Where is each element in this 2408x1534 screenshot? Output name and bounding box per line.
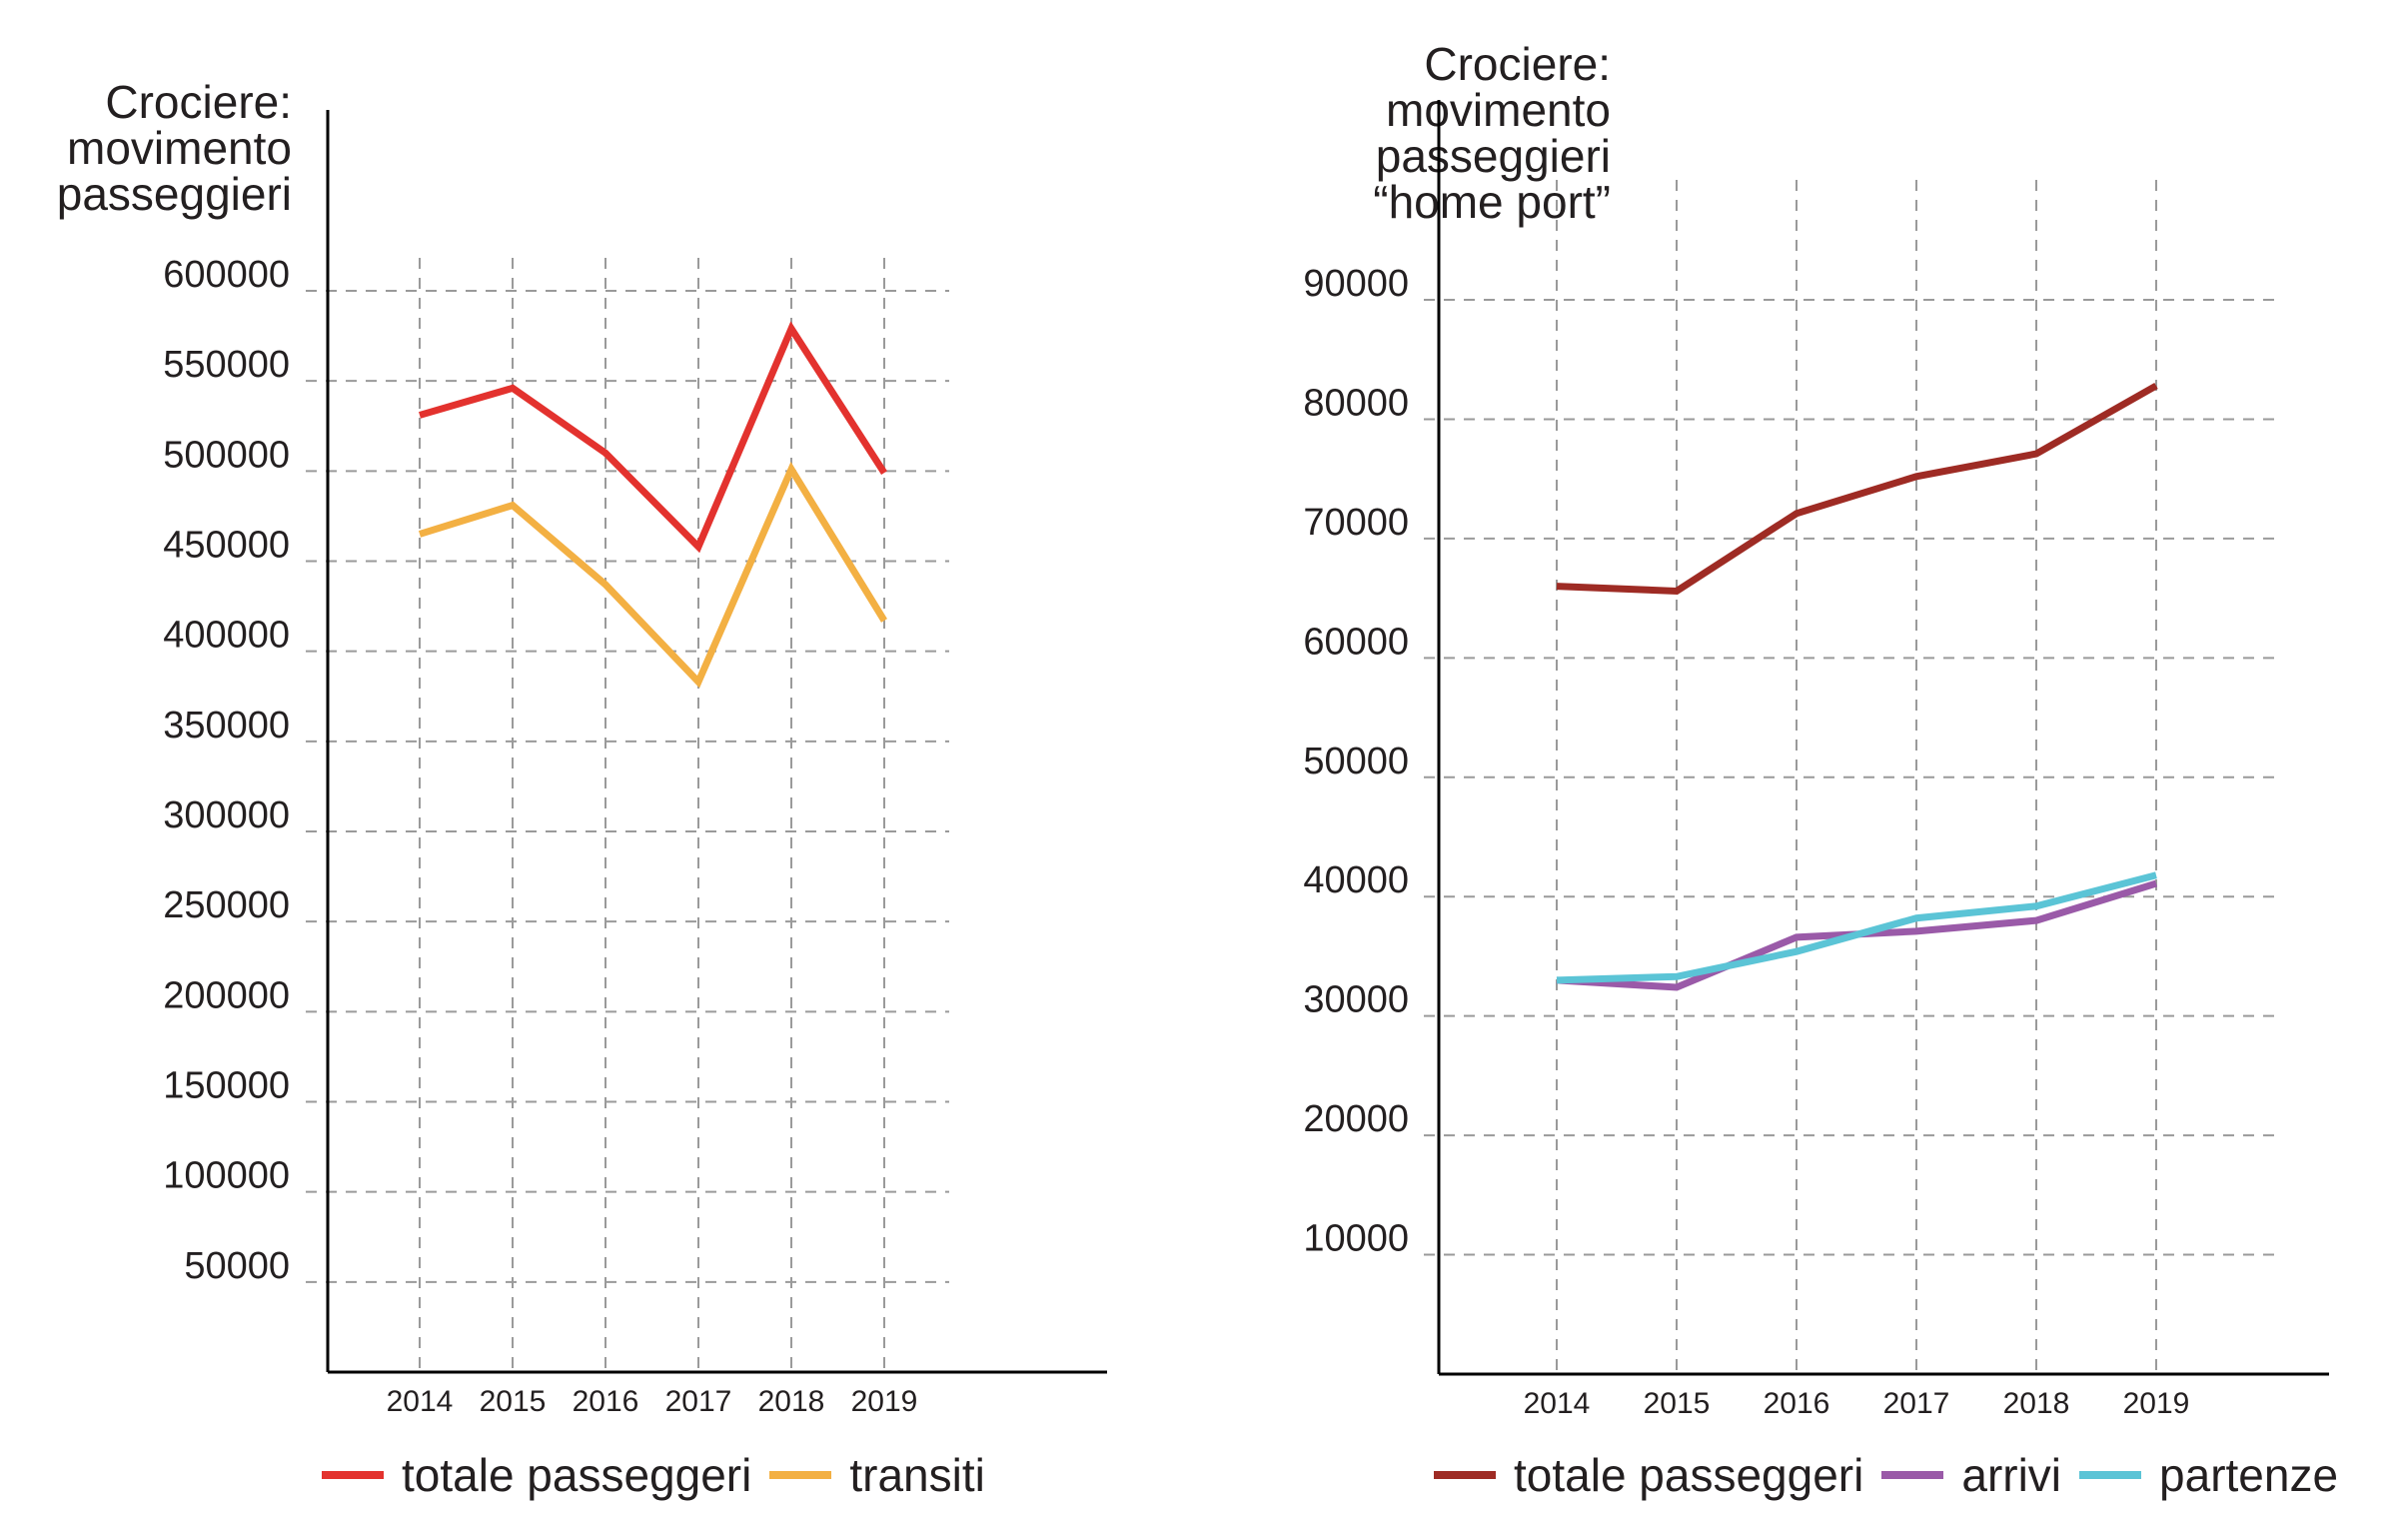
x-tick-label: 2019 <box>851 1385 918 1418</box>
legend-swatch <box>322 1471 384 1479</box>
y-tick-label: 150000 <box>163 1065 290 1107</box>
y-tick-label: 200000 <box>163 974 290 1016</box>
y-tick-label: 20000 <box>1303 1098 1409 1140</box>
x-tick-label: 2016 <box>573 1385 639 1418</box>
y-tick-label: 30000 <box>1303 979 1409 1021</box>
series-line-partenze <box>1556 871 2157 984</box>
x-tick-label: 2018 <box>2003 1387 2070 1420</box>
legend-swatch <box>769 1471 832 1479</box>
x-tick-label: 2015 <box>480 1385 547 1418</box>
x-tick-label: 2019 <box>2123 1387 2190 1420</box>
y-tick-label: 80000 <box>1303 382 1409 424</box>
legend-item-partenze: partenze <box>2079 1448 2338 1502</box>
chart-title-line: passeggieri <box>1375 130 1611 182</box>
chart-title-line: Crociere: <box>105 76 292 128</box>
series-line-totale-passeggeri <box>419 321 887 554</box>
y-tick-label: 40000 <box>1303 859 1409 901</box>
y-tick-label: 350000 <box>163 705 290 747</box>
y-tick-label: 60000 <box>1303 621 1409 663</box>
chart-title-line: movimento <box>67 122 292 174</box>
legend-item-transiti: transiti <box>769 1448 985 1502</box>
y-tick-label: 100000 <box>163 1155 290 1197</box>
line-chart-plot: 50000 100000 150000 200000 250000 300000 35000… <box>163 110 1107 1418</box>
y-tick-label: 400000 <box>163 615 290 657</box>
legend-swatch <box>1881 1471 1944 1479</box>
chart-title: Crociere: movimento passeggieri <box>57 79 292 217</box>
chart-title-line: Crociere: <box>1424 38 1611 90</box>
legend-label: partenze <box>2159 1449 2339 1501</box>
chart-title-line: passeggieri <box>56 168 292 220</box>
y-tick-label: 250000 <box>163 884 290 926</box>
chart-legend: totale passeggeri transiti <box>322 1447 1003 1503</box>
chart-legend: totale passeggeri arrivi partenze <box>1434 1447 2356 1503</box>
y-tick-label: 70000 <box>1303 502 1409 544</box>
legend-swatch <box>2079 1471 2142 1479</box>
legend-label: arrivi <box>1961 1449 2062 1501</box>
y-tick-label: 550000 <box>163 344 290 386</box>
x-tick-label: 2017 <box>1883 1387 1950 1420</box>
series-line-transiti <box>418 461 887 689</box>
x-tick-label: 2015 <box>1644 1387 1711 1420</box>
legend-label: totale passeggeri <box>402 1449 752 1501</box>
chart-title-line: movimento <box>1386 84 1611 136</box>
x-tick-label: 2017 <box>665 1385 732 1418</box>
y-tick-label: 500000 <box>163 434 290 476</box>
chart-title: Crociere: movimento passeggieri “home po… <box>1373 41 1611 225</box>
y-tick-label: 450000 <box>163 525 290 567</box>
chart-left: Crociere: movimento passeggieri 50000 100… <box>57 79 1107 1503</box>
x-tick-label: 2018 <box>758 1385 825 1418</box>
y-tick-label: 600000 <box>163 254 290 296</box>
line-chart-plot: 10000 20000 30000 40000 50000 60000 70000 80000… <box>1303 100 2329 1420</box>
y-tick-label: 300000 <box>163 794 290 836</box>
x-tick-label: 2014 <box>387 1385 454 1418</box>
chart-title-line: “home port” <box>1373 176 1611 228</box>
legend-item-totale-passeggeri: totale passeggeri <box>1434 1448 1863 1502</box>
legend-item-totale-passeggeri: totale passeggeri <box>322 1448 751 1502</box>
y-tick-label: 10000 <box>1303 1218 1409 1260</box>
chart-right: Crociere: movimento passeggieri “home po… <box>1204 0 2408 1534</box>
x-tick-label: 2014 <box>1524 1387 1591 1420</box>
y-tick-label: 90000 <box>1303 263 1409 305</box>
legend-swatch <box>1434 1471 1496 1479</box>
y-tick-label: 50000 <box>1303 741 1409 782</box>
series-line-totale-passeggeri <box>1556 382 2158 595</box>
legend-item-arrivi: arrivi <box>1881 1448 2061 1502</box>
legend-label: totale passeggeri <box>1514 1449 1864 1501</box>
legend-label: transiti <box>849 1449 985 1501</box>
x-tick-label: 2016 <box>1764 1387 1830 1420</box>
y-tick-label: 50000 <box>184 1245 290 1287</box>
